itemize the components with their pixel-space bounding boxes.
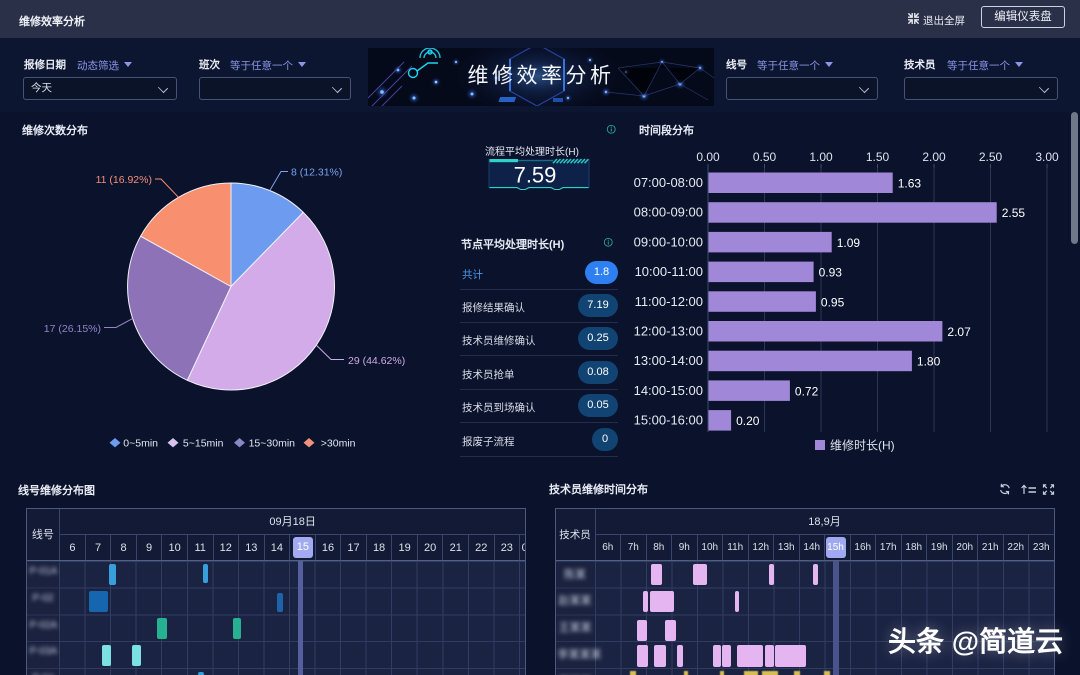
svg-text:0.95: 0.95 (821, 295, 845, 309)
svg-text:0.50: 0.50 (753, 150, 777, 164)
svg-text:0.72: 0.72 (795, 384, 819, 398)
svg-text:2.07: 2.07 (947, 325, 971, 339)
svg-text:13:00-14:00: 13:00-14:00 (634, 353, 703, 368)
svg-text:8 (12.31%): 8 (12.31%) (291, 167, 342, 179)
svg-text:08:00-09:00: 08:00-09:00 (634, 205, 703, 220)
svg-text:2.00: 2.00 (922, 150, 946, 164)
svg-text:2.50: 2.50 (979, 150, 1003, 164)
svg-text:维修效率分析: 维修效率分析 (468, 65, 615, 88)
svg-text:12:00-13:00: 12:00-13:00 (634, 324, 703, 339)
svg-text:15~30min: 15~30min (249, 438, 296, 450)
svg-text:07:00-08:00: 07:00-08:00 (634, 175, 703, 190)
svg-text:1.00: 1.00 (809, 150, 833, 164)
svg-text:15:00-16:00: 15:00-16:00 (634, 413, 703, 428)
svg-text:1.09: 1.09 (837, 236, 861, 250)
svg-text:17 (26.15%): 17 (26.15%) (44, 323, 101, 335)
svg-text:11:00-12:00: 11:00-12:00 (635, 294, 703, 309)
svg-text:2.55: 2.55 (1002, 206, 1026, 220)
svg-text:5~15min: 5~15min (183, 438, 224, 450)
svg-text:1.50: 1.50 (866, 150, 890, 164)
svg-text:3.00: 3.00 (1035, 150, 1059, 164)
svg-text:11 (16.92%): 11 (16.92%) (96, 174, 152, 186)
svg-text:0~5min: 0~5min (123, 438, 158, 450)
svg-text:29 (44.62%): 29 (44.62%) (348, 355, 405, 367)
svg-text:0.20: 0.20 (736, 414, 760, 428)
svg-text:1.63: 1.63 (898, 177, 922, 191)
svg-text:1.80: 1.80 (917, 355, 941, 369)
svg-text:14:00-15:00: 14:00-15:00 (634, 383, 703, 398)
svg-text:10:00-11:00: 10:00-11:00 (635, 264, 703, 279)
svg-text:0.93: 0.93 (819, 266, 843, 280)
svg-text:维修时长(H): 维修时长(H) (830, 438, 895, 453)
svg-text:09:00-10:00: 09:00-10:00 (634, 234, 703, 249)
svg-text:7.59: 7.59 (514, 163, 557, 188)
svg-text:>30min: >30min (321, 438, 356, 450)
svg-text:0.00: 0.00 (696, 150, 720, 164)
